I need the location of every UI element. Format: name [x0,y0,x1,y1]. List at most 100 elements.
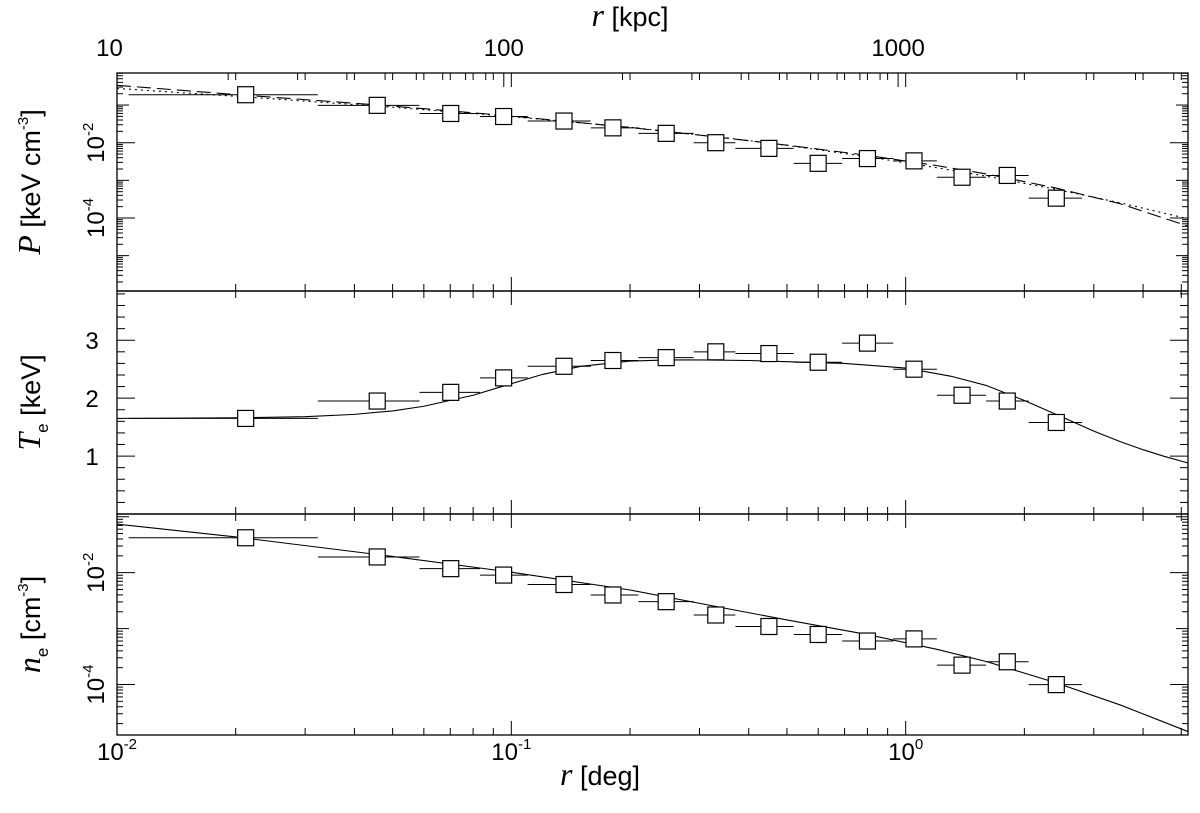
y-tick-label: 10-2 [80,123,110,163]
square-marker [657,593,675,611]
x-ticks [116,514,1182,735]
y-tick-label: 3 [85,328,98,355]
data-point [638,349,694,367]
data-point [590,351,639,370]
square-marker [555,357,573,375]
y-tick-label: 10-2 [80,553,110,593]
data-point [419,383,481,401]
square-marker [1047,675,1065,694]
square-marker [442,560,460,578]
data-point [128,86,318,104]
data-points [128,86,1082,207]
square-marker [809,353,827,371]
data-point [317,96,420,114]
x-tick-label: 10-1 [491,736,531,766]
panel-temperature: 1 2 3 Te [keV] [11,290,1189,515]
square-marker [604,119,622,137]
data-point [527,575,591,594]
square-marker [905,152,923,170]
data-points [128,529,1082,694]
x-ticks [116,291,1182,514]
square-marker [760,617,778,636]
data-point [986,166,1029,185]
square-marker [237,529,255,547]
kpc-ticks [227,73,1175,87]
data-point [693,606,736,624]
data-point [793,625,843,644]
square-marker [998,653,1016,671]
kpc-tick-label: 1000 [871,35,924,62]
y-axis-label: P [keV cm-3] [11,109,47,255]
kpc-tick-label: 100 [484,35,524,62]
data-point [842,149,894,168]
square-marker [905,630,923,648]
panel-pressure: 10-2 10-4 P [keV cm-3] [11,72,1189,292]
y-tick-label: 10-4 [80,664,110,704]
square-marker [1047,413,1065,432]
square-marker [905,360,923,378]
square-marker [604,351,622,370]
square-marker [760,344,778,363]
square-marker [953,656,971,674]
square-marker [368,548,386,566]
kpc-tick-label: 10 [96,35,123,62]
data-point [317,392,420,410]
data-point [419,560,481,578]
model-curve-solid [116,523,1189,733]
square-marker [237,409,255,428]
data-point [527,357,591,375]
square-marker [809,154,827,172]
panel-frame [116,72,1189,292]
data-point [693,134,736,152]
data-point [986,392,1029,410]
square-marker [707,343,725,361]
square-marker [858,632,877,650]
model-curve-solid [116,359,1189,464]
data-point [793,154,843,172]
square-marker [237,86,255,104]
square-marker [495,107,513,126]
square-marker [368,96,386,114]
data-point [793,353,843,371]
square-marker [555,112,573,130]
square-marker [495,369,513,387]
data-point [638,124,694,142]
panel-frame [116,290,1189,515]
square-marker [809,625,827,644]
x-tick-label: 10-2 [97,736,137,766]
y-ticks [117,293,1188,503]
square-marker [1047,189,1065,207]
data-points [128,334,1082,432]
panel-frame [116,513,1189,736]
data-point [936,656,987,674]
data-point [419,104,481,123]
data-point [893,152,937,170]
square-marker [760,139,778,157]
x-tick-label: 100 [888,736,923,766]
square-marker [858,149,877,168]
data-point [480,369,528,387]
data-point [480,566,528,584]
square-marker [604,586,622,604]
y-axis-label: Te [keV] [11,354,52,450]
data-point [1028,675,1082,694]
model-curve-dashed [116,84,1189,227]
data-point [638,593,694,611]
data-point [735,344,794,363]
y-ticks [117,516,1188,725]
data-point [128,529,318,547]
data-point [936,386,987,404]
y-tick-label: 1 [85,444,98,471]
data-point [893,360,937,378]
data-point [1028,413,1082,432]
square-marker [495,566,513,584]
data-point [128,409,318,428]
x-axis-label-top: r [kpc] [592,0,669,33]
y-ticks [117,72,1188,283]
data-point [527,112,591,130]
square-marker [953,386,971,404]
y-tick-label: 2 [85,386,98,413]
square-marker [442,104,460,123]
data-point [735,139,794,157]
